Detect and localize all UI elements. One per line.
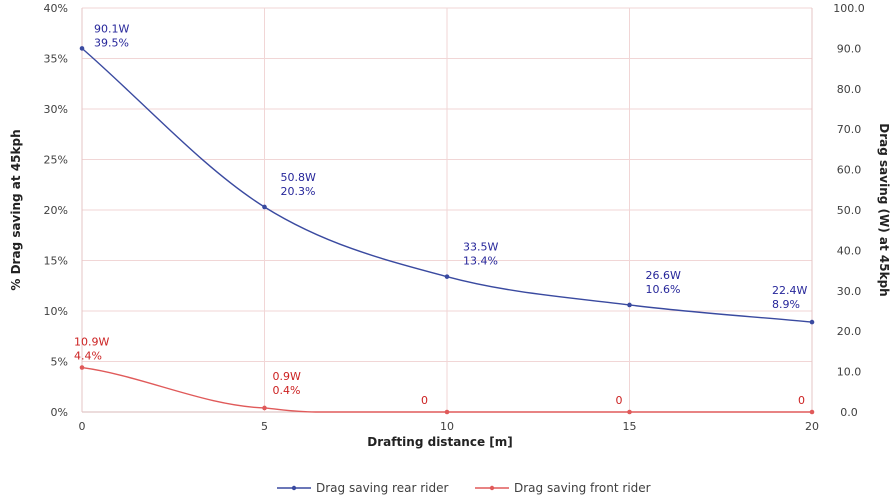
y2-tick-label: 40.0 xyxy=(837,244,862,257)
data-label: 90.1W xyxy=(94,22,129,35)
y-tick-label: 40% xyxy=(44,2,68,15)
series-lines xyxy=(79,46,815,415)
y2-tick-label: 80.0 xyxy=(837,83,862,96)
data-point xyxy=(809,319,815,325)
y-tick-label: 35% xyxy=(44,53,68,66)
data-label: 8.9% xyxy=(772,298,800,311)
series-line xyxy=(81,366,812,413)
y-tick-label: 0% xyxy=(51,406,68,419)
data-label: 0 xyxy=(421,394,428,407)
data-label: 10.6% xyxy=(646,283,681,296)
data-point xyxy=(79,365,85,370)
y2-tick-label: 100.0 xyxy=(833,2,865,15)
legend: Drag saving rear rider Drag saving front… xyxy=(277,481,651,495)
data-label: 0 xyxy=(798,394,805,407)
y-tick-label: 20% xyxy=(44,204,68,217)
x-tick-label: 20 xyxy=(805,420,819,433)
data-point xyxy=(79,46,85,51)
x-tick-label: 0 xyxy=(79,420,86,433)
data-label: 0 xyxy=(616,394,623,407)
y2-tick-label: 10.0 xyxy=(837,366,862,379)
x-tick-label: 10 xyxy=(440,420,454,433)
data-label: 39.5% xyxy=(94,36,129,49)
y2-tick-label: 70.0 xyxy=(837,123,862,136)
y-tick-label: 5% xyxy=(51,356,68,369)
data-point xyxy=(262,204,267,210)
legend-label-rear: Drag saving rear rider xyxy=(316,481,448,495)
data-label: 33.5W xyxy=(463,241,498,254)
data-label: 0.4% xyxy=(273,384,301,397)
data-label: 22.4W xyxy=(772,284,807,297)
data-point xyxy=(444,274,450,279)
y2-tick-label: 20.0 xyxy=(837,325,862,338)
legend-marker-front xyxy=(489,485,495,491)
y2-axis-title: Drag saving (W) at 45kph xyxy=(877,123,891,296)
x-tick-label: 15 xyxy=(623,420,637,433)
grid-lines xyxy=(81,7,813,413)
y-tick-label: 25% xyxy=(44,154,68,167)
legend-item-front-rider: Drag saving front rider xyxy=(475,481,651,495)
left-axis-ticks: 0% 5% 10% 15% 20% 25% 30% 35% 40% xyxy=(44,2,68,419)
legend-item-rear-rider: Drag saving rear rider xyxy=(277,481,448,495)
y-tick-label: 10% xyxy=(44,305,68,318)
y2-tick-label: 90.0 xyxy=(837,42,862,55)
x-axis-ticks: 0 5 10 15 20 xyxy=(79,420,820,433)
y2-tick-label: 0.0 xyxy=(840,406,858,419)
data-label: 4.4% xyxy=(74,350,102,363)
legend-marker-rear xyxy=(291,485,297,491)
y-axis-title: % Drag saving at 45kph xyxy=(9,129,23,290)
data-label: 20.3% xyxy=(281,185,316,198)
data-label: 13.4% xyxy=(463,255,498,268)
x-axis-title: Drafting distance [m] xyxy=(367,435,512,449)
y2-tick-label: 50.0 xyxy=(837,204,862,217)
data-point xyxy=(262,405,267,411)
x-tick-label: 5 xyxy=(261,420,268,433)
data-point xyxy=(444,409,450,415)
y-tick-label: 30% xyxy=(44,103,68,116)
data-point xyxy=(809,409,815,415)
y-tick-label: 15% xyxy=(44,255,68,268)
data-label: 10.9W xyxy=(74,336,109,349)
data-point xyxy=(627,409,632,415)
legend-label-front: Drag saving front rider xyxy=(514,481,651,495)
y2-tick-label: 60.0 xyxy=(837,164,862,177)
data-label: 0.9W xyxy=(273,370,301,383)
y2-tick-label: 30.0 xyxy=(837,285,862,298)
data-label: 50.8W xyxy=(281,171,316,184)
series-line xyxy=(81,47,813,323)
data-point xyxy=(627,302,632,308)
right-axis-ticks: 0.0 10.0 20.0 30.0 40.0 50.0 60.0 70.0 80.0 90.0 1… xyxy=(833,2,865,419)
data-label: 26.6W xyxy=(646,269,681,282)
